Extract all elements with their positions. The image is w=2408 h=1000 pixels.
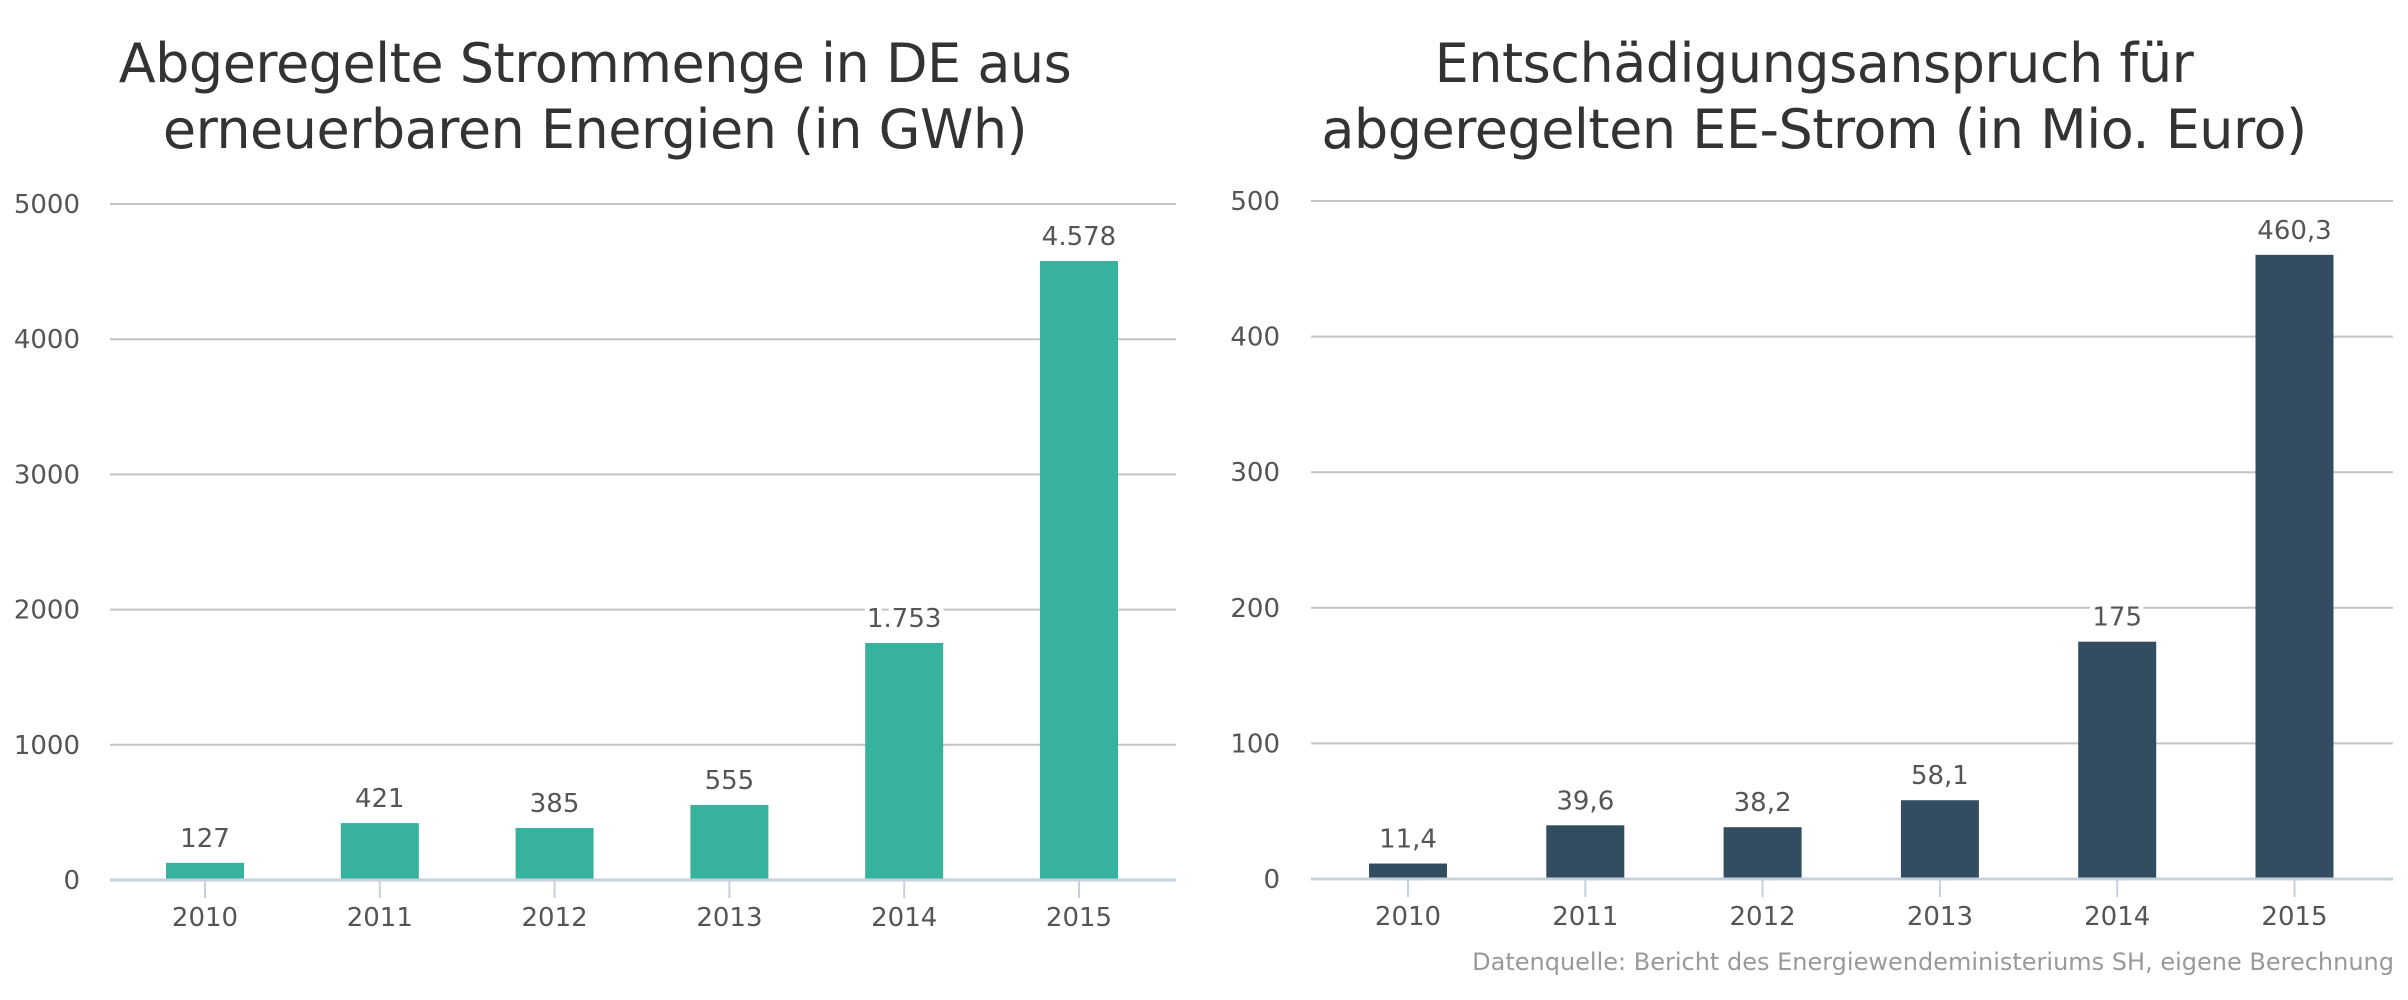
x-tick-label: 2010 <box>1375 902 1441 932</box>
chart-curtailed-energy: Abgeregelte Strommenge in DE aus erneuer… <box>14 32 1176 933</box>
x-tick-label: 2014 <box>871 903 937 933</box>
y-tick-label: 3000 <box>14 460 80 490</box>
y-tick-label: 300 <box>1230 458 1280 488</box>
y-tick-label: 4000 <box>14 325 80 355</box>
x-tick-label: 2012 <box>1730 902 1796 932</box>
data-label: 385 <box>530 789 580 819</box>
bars <box>1369 254 2334 880</box>
x-tick-label: 2013 <box>696 903 762 933</box>
chart-title-line-2: abgeregelten EE-Strom (in Mio. Euro) <box>1321 98 2306 161</box>
data-label: 1.753 <box>867 604 941 634</box>
bar-2011 <box>340 823 419 880</box>
chart-compensation-claim: Entschädigungsanspruch für abgeregelten … <box>1230 32 2393 932</box>
bar-2013 <box>690 804 769 880</box>
x-tick-label: 2010 <box>172 903 238 933</box>
bar-2012 <box>1723 827 1802 879</box>
x-tick-label: 2011 <box>347 903 413 933</box>
y-tick-label: 0 <box>1263 865 1280 895</box>
gridlines <box>110 203 1176 746</box>
x-tick-label: 2015 <box>1046 903 1112 933</box>
x-tick-label: 2012 <box>522 903 588 933</box>
x-tick-label: 2013 <box>1907 902 1973 932</box>
chart-title-line-1: Entschädigungsanspruch für <box>1435 32 2195 95</box>
bar-2014 <box>2078 641 2157 879</box>
data-label: 11,4 <box>1379 825 1437 855</box>
chart-title-line-2: erneuerbaren Energien (in GWh) <box>163 98 1027 161</box>
data-label: 4.578 <box>1042 222 1116 252</box>
data-labels: 127 421 385 555 1.753 4.578 <box>175 217 1121 859</box>
bar-2014 <box>865 642 944 880</box>
y-tick-label: 2000 <box>14 596 80 626</box>
x-axis: 2010 2011 2012 2013 2014 2015 <box>1311 877 2393 932</box>
x-axis: 2010 2011 2012 2013 2014 2015 <box>110 878 1176 933</box>
y-tick-label: 100 <box>1230 729 1280 759</box>
bars <box>166 261 1118 880</box>
y-tick-label: 500 <box>1230 187 1280 217</box>
bar-2015 <box>2255 254 2334 880</box>
data-label: 38,2 <box>1734 788 1792 818</box>
chart-title-line-1: Abgeregelte Strommenge in DE aus <box>119 32 1072 95</box>
data-label: 555 <box>705 766 755 796</box>
data-label: 175 <box>2092 603 2142 633</box>
bar-2010 <box>166 862 244 880</box>
y-tick-label: 200 <box>1230 594 1280 624</box>
x-tick-label: 2015 <box>2261 902 2327 932</box>
bar-2011 <box>1546 825 1625 879</box>
x-tick-label: 2011 <box>1552 902 1618 932</box>
data-label: 460,3 <box>2257 216 2331 246</box>
y-axis-labels: 0 1000 2000 3000 4000 5000 <box>14 190 80 896</box>
x-tick-label: 2014 <box>2084 902 2150 932</box>
data-label: 39,6 <box>1556 786 1614 816</box>
y-tick-label: 0 <box>63 866 80 896</box>
source-note: Datenquelle: Bericht des Energiewendemin… <box>1472 948 2394 976</box>
data-label: 421 <box>355 784 405 814</box>
data-label: 127 <box>180 824 230 854</box>
gridlines <box>1311 200 2393 745</box>
data-label: 58,1 <box>1911 761 1969 791</box>
bar-2013 <box>1900 800 1979 879</box>
y-axis-labels: 0 100 200 300 400 500 <box>1230 187 1280 895</box>
bar-2010 <box>1369 863 1447 879</box>
y-tick-label: 1000 <box>14 731 80 761</box>
bar-2015 <box>1040 261 1118 880</box>
y-tick-label: 400 <box>1230 323 1280 353</box>
data-labels: 11,4 39,6 38,2 58,1 175 460,3 <box>1374 211 2337 860</box>
y-tick-label: 5000 <box>14 190 80 220</box>
bar-2012 <box>515 827 594 880</box>
